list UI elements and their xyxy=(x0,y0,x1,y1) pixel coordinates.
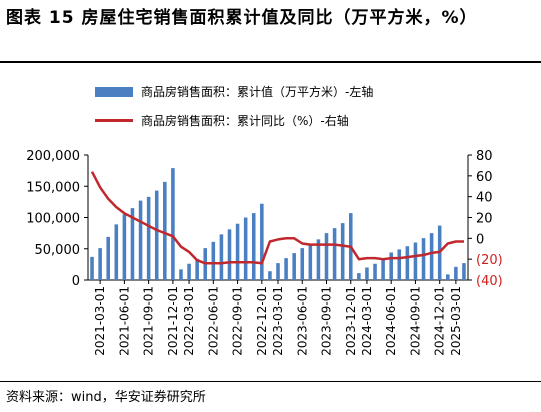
x-axis-tick-label: 2022-03-01 xyxy=(182,286,196,356)
x-axis-tick-label: 2022-06-01 xyxy=(206,286,220,356)
x-axis-tick-label: 2024-03-01 xyxy=(360,286,374,356)
chart-legend: 商品房销售面积：累计值（万平方米）-左轴 商品房销售面积：累计同比（%）-右轴 xyxy=(95,80,373,138)
left-axis-tick-label: 150,000 xyxy=(26,180,80,195)
x-axis-tick-label: 2023-03-01 xyxy=(271,286,285,356)
left-axis-tick-label: 100,000 xyxy=(26,212,80,227)
x-axis-tick-label: 2021-09-01 xyxy=(142,286,156,356)
bar xyxy=(446,274,450,280)
legend-item-line: 商品房销售面积：累计同比（%）-右轴 xyxy=(95,109,373,132)
bar xyxy=(357,273,361,280)
bar xyxy=(179,269,183,280)
x-axis-tick-label: 2021-06-01 xyxy=(117,286,131,356)
x-axis-tick-label: 2023-12-01 xyxy=(344,286,358,356)
source-rule xyxy=(0,381,541,382)
left-axis-tick-label: 200,000 xyxy=(26,149,80,164)
bar xyxy=(243,217,248,280)
x-axis-tick-label: 2022-09-01 xyxy=(231,286,245,356)
bar xyxy=(316,239,321,280)
bar xyxy=(292,253,296,280)
bar xyxy=(373,263,377,280)
bar xyxy=(308,243,313,280)
bar xyxy=(300,248,305,280)
bar xyxy=(171,168,175,280)
bar xyxy=(187,263,191,280)
right-axis-tick-label: 0 xyxy=(476,232,484,247)
left-axis-tick-label: 50,000 xyxy=(35,243,81,258)
bar xyxy=(284,258,288,280)
bar xyxy=(429,233,434,280)
bar xyxy=(381,258,385,280)
right-axis-tick-label: (40) xyxy=(476,274,503,289)
bar xyxy=(421,238,426,280)
right-axis-tick-label: 60 xyxy=(476,170,493,185)
bar xyxy=(227,229,232,280)
bar xyxy=(146,196,151,280)
bar xyxy=(251,213,256,280)
bar xyxy=(154,190,159,280)
series-line-yoy xyxy=(90,171,464,265)
right-axis-tick-label: 20 xyxy=(476,212,493,227)
legend-label-bar: 商品房销售面积：累计值（万平方米）-左轴 xyxy=(141,85,374,99)
bar xyxy=(106,236,110,280)
bar xyxy=(114,224,119,280)
bar xyxy=(260,203,264,280)
bar xyxy=(138,200,143,280)
bar xyxy=(405,246,410,280)
x-axis-tick-label: 2024-09-01 xyxy=(408,286,422,356)
left-axis-tick-label: 0 xyxy=(72,274,80,289)
x-axis-tick-label: 2021-12-01 xyxy=(166,286,180,356)
bar xyxy=(163,181,167,280)
bar xyxy=(219,234,224,280)
legend-swatch-line xyxy=(95,119,133,122)
combo-chart: 0 50,000 100,000 150,000 200,000 (40) (20) 0 20 4… xyxy=(26,149,503,356)
bar xyxy=(211,241,216,280)
bar xyxy=(454,266,458,280)
bar xyxy=(365,267,369,280)
title-rule xyxy=(0,61,541,63)
bar xyxy=(276,263,280,280)
bar xyxy=(235,223,240,280)
right-axis-tick-label: 40 xyxy=(476,191,493,206)
x-axis-tick-label: 2025-03-01 xyxy=(449,286,463,356)
bar xyxy=(98,248,102,280)
right-axis-tick-label: 80 xyxy=(476,149,493,164)
chart-title: 图表 15 房屋住宅销售面积累计值及同比（万平方米，%） xyxy=(6,8,478,28)
x-axis-tick-label: 2024-06-01 xyxy=(384,286,398,356)
bar xyxy=(413,242,418,280)
legend-item-bar: 商品房销售面积：累计值（万平方米）-左轴 xyxy=(95,80,373,103)
right-axis-tick-label: (20) xyxy=(476,253,503,268)
bar xyxy=(397,249,402,280)
bar xyxy=(332,228,337,280)
x-axis-tick-label: 2023-06-01 xyxy=(295,286,309,356)
x-axis-tick-label: 2024-12-01 xyxy=(433,286,447,356)
legend-label-line: 商品房销售面积：累计同比（%）-右轴 xyxy=(141,114,349,128)
bar xyxy=(268,271,272,280)
bar xyxy=(195,258,199,280)
bar xyxy=(90,256,94,280)
x-axis-tick-label: 2021-03-01 xyxy=(93,286,107,356)
bar xyxy=(462,263,466,280)
bar xyxy=(389,252,393,280)
bar xyxy=(340,223,345,280)
x-axis-tick-label: 2022-12-01 xyxy=(255,286,269,356)
source-note: 资料来源：wind，华安证券研究所 xyxy=(6,390,206,405)
bar xyxy=(130,208,135,280)
bar xyxy=(122,214,127,280)
legend-swatch-bar xyxy=(95,86,133,97)
bar xyxy=(324,233,329,280)
x-axis-tick-label: 2023-09-01 xyxy=(320,286,334,356)
